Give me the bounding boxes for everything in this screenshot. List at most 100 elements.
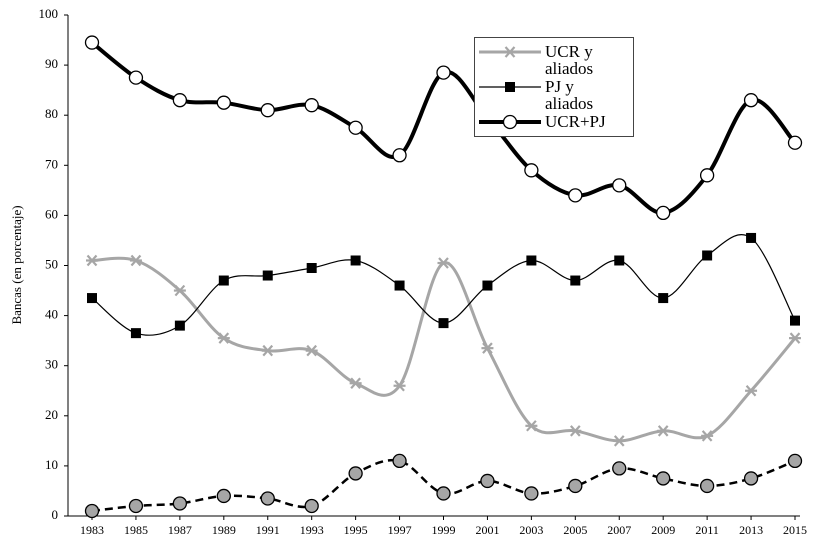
marker xyxy=(130,328,141,339)
marker xyxy=(612,178,627,193)
marker xyxy=(84,503,100,519)
marker xyxy=(746,232,757,243)
marker xyxy=(216,488,231,504)
x-tick-label: 1993 xyxy=(300,523,324,537)
marker xyxy=(657,425,670,437)
x-tick-label: 2011 xyxy=(695,523,719,537)
marker xyxy=(437,257,450,269)
marker xyxy=(217,332,230,344)
marker xyxy=(174,320,185,331)
marker-stroke xyxy=(86,254,98,267)
marker xyxy=(656,205,671,221)
legend-label: PJ y aliados xyxy=(545,77,594,113)
legend-swatch xyxy=(479,82,541,92)
marker xyxy=(743,471,759,486)
marker xyxy=(789,332,801,344)
marker xyxy=(394,280,405,291)
marker xyxy=(393,380,406,392)
legend-entry: UCR+PJ xyxy=(475,113,633,131)
y-tick-label: 60 xyxy=(45,206,58,221)
marker xyxy=(656,471,671,486)
marker xyxy=(128,70,144,85)
marker xyxy=(173,284,186,297)
marker xyxy=(304,498,319,514)
marker xyxy=(306,263,317,274)
marker xyxy=(658,293,669,304)
marker xyxy=(526,255,537,266)
marker-stroke xyxy=(745,385,757,397)
marker xyxy=(172,93,188,108)
marker-stroke xyxy=(482,342,493,354)
y-tick-label: 0 xyxy=(52,507,59,522)
series-line xyxy=(91,256,797,443)
x-tick-label: 2013 xyxy=(739,523,763,537)
marker-stroke xyxy=(613,435,625,447)
x-tick-label: 1983 xyxy=(80,523,104,537)
marker xyxy=(350,255,361,266)
marker xyxy=(568,188,583,203)
marker xyxy=(570,275,581,286)
marker xyxy=(505,82,515,92)
marker xyxy=(84,35,100,50)
marker xyxy=(787,135,803,150)
marker xyxy=(482,280,493,291)
marker xyxy=(305,344,318,357)
y-tick-label: 30 xyxy=(45,357,58,372)
legend-label: UCR y aliados xyxy=(545,42,594,78)
marker xyxy=(304,98,319,113)
legend-entry: UCR y aliados xyxy=(475,43,633,77)
marker xyxy=(524,163,539,178)
marker xyxy=(481,342,494,354)
marker-stroke xyxy=(218,332,230,344)
marker xyxy=(172,496,188,511)
marker xyxy=(524,486,539,501)
x-tick-label: 2007 xyxy=(607,523,631,537)
x-tick-label: 2003 xyxy=(519,523,543,537)
marker xyxy=(702,250,713,261)
legend-swatch xyxy=(479,114,541,130)
x-tick-label: 1989 xyxy=(212,523,236,537)
marker xyxy=(128,498,144,514)
x-tick-label: 1987 xyxy=(168,523,192,537)
marker xyxy=(699,478,715,494)
legend-swatch xyxy=(479,46,541,58)
marker xyxy=(349,377,362,389)
marker xyxy=(348,120,363,135)
marker xyxy=(261,344,274,357)
marker xyxy=(745,385,758,397)
marker-stroke xyxy=(504,46,516,58)
y-tick-label: 50 xyxy=(45,256,58,271)
marker-stroke xyxy=(438,257,449,269)
x-tick-label: 2005 xyxy=(563,523,587,537)
x-tick-label: 1999 xyxy=(432,523,456,537)
x-tick-label: 2015 xyxy=(783,523,807,537)
marker xyxy=(790,315,800,326)
marker-stroke xyxy=(262,344,274,357)
marker-stroke xyxy=(350,377,361,389)
y-tick-label: 20 xyxy=(45,407,58,422)
y-tick-label: 90 xyxy=(45,56,58,71)
marker xyxy=(260,491,275,506)
legend: UCR y aliados PJ y aliados UCR+PJ xyxy=(474,37,634,137)
marker xyxy=(392,148,407,163)
y-tick-label: 80 xyxy=(45,106,58,121)
marker xyxy=(436,486,451,501)
marker xyxy=(436,65,451,80)
marker xyxy=(260,103,275,118)
marker-stroke xyxy=(526,420,537,432)
legend-label: UCR+PJ xyxy=(545,112,606,131)
marker xyxy=(701,430,714,442)
series-line xyxy=(91,458,796,513)
marker xyxy=(438,318,449,329)
marker-stroke xyxy=(130,254,142,267)
marker-stroke xyxy=(569,425,581,437)
marker xyxy=(86,254,98,267)
marker xyxy=(502,114,518,130)
y-tick-label: 40 xyxy=(45,307,58,322)
marker-stroke xyxy=(789,332,801,344)
y-tick-label: 70 xyxy=(45,156,58,171)
marker xyxy=(129,254,142,267)
marker xyxy=(262,270,273,281)
